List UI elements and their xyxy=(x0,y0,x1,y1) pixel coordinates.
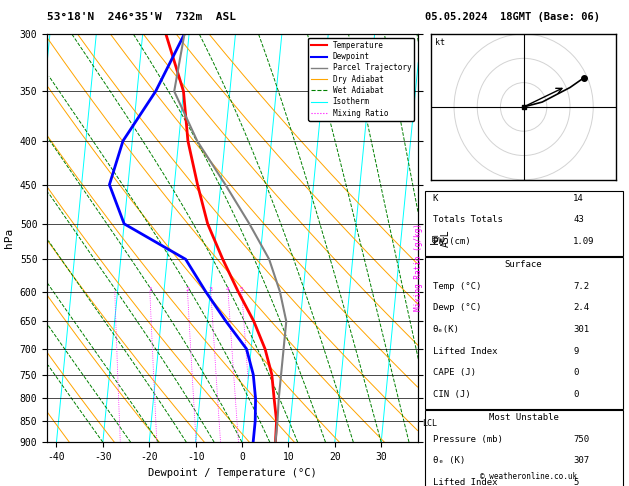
Text: Mixing Ratio (g/kg): Mixing Ratio (g/kg) xyxy=(414,224,423,311)
Text: 0: 0 xyxy=(573,390,579,399)
Text: © weatheronline.co.uk: © weatheronline.co.uk xyxy=(480,472,577,481)
Text: Dewp (°C): Dewp (°C) xyxy=(433,303,481,312)
Text: Surface: Surface xyxy=(505,260,542,269)
Text: 0: 0 xyxy=(573,368,579,377)
Text: 05.05.2024  18GMT (Base: 06): 05.05.2024 18GMT (Base: 06) xyxy=(425,12,599,22)
Text: CIN (J): CIN (J) xyxy=(433,390,470,399)
Text: 1.09: 1.09 xyxy=(573,237,594,246)
Legend: Temperature, Dewpoint, Parcel Trajectory, Dry Adiabat, Wet Adiabat, Isotherm, Mi: Temperature, Dewpoint, Parcel Trajectory… xyxy=(308,38,415,121)
Text: 750: 750 xyxy=(573,434,589,444)
X-axis label: Dewpoint / Temperature (°C): Dewpoint / Temperature (°C) xyxy=(148,468,317,478)
Text: Pressure (mb): Pressure (mb) xyxy=(433,434,503,444)
Text: Temp (°C): Temp (°C) xyxy=(433,281,481,291)
Text: Most Unstable: Most Unstable xyxy=(489,413,559,422)
Text: Lifted Index: Lifted Index xyxy=(433,347,497,356)
Text: kt: kt xyxy=(435,38,445,48)
Text: θₑ(K): θₑ(K) xyxy=(433,325,459,334)
Y-axis label: hPa: hPa xyxy=(4,228,14,248)
Text: PW (cm): PW (cm) xyxy=(433,237,470,246)
Text: 307: 307 xyxy=(573,456,589,465)
Text: 1: 1 xyxy=(148,287,152,292)
Text: 53°18'N  246°35'W  732m  ASL: 53°18'N 246°35'W 732m ASL xyxy=(47,12,236,22)
Text: 5: 5 xyxy=(573,478,579,486)
Text: θₑ (K): θₑ (K) xyxy=(433,456,465,465)
Text: 2: 2 xyxy=(186,287,189,292)
Text: CAPE (J): CAPE (J) xyxy=(433,368,476,377)
Text: 4: 4 xyxy=(226,287,230,292)
Text: 9: 9 xyxy=(573,347,579,356)
Text: 5: 5 xyxy=(240,287,243,292)
Text: 7.2: 7.2 xyxy=(573,281,589,291)
Text: 3: 3 xyxy=(209,287,213,292)
Text: 43: 43 xyxy=(573,215,584,224)
Text: 14: 14 xyxy=(573,193,584,203)
Text: K: K xyxy=(433,193,438,203)
Text: Lifted Index: Lifted Index xyxy=(433,478,497,486)
Y-axis label: km
ASL: km ASL xyxy=(430,229,451,247)
Text: Totals Totals: Totals Totals xyxy=(433,215,503,224)
Text: 301: 301 xyxy=(573,325,589,334)
Text: 2.4: 2.4 xyxy=(573,303,589,312)
Text: LCL: LCL xyxy=(423,419,437,428)
